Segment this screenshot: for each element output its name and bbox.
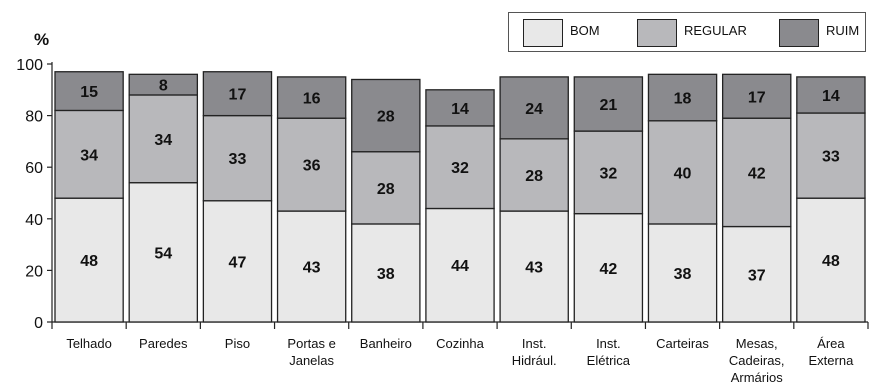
bar-ruim-9: [721, 73, 792, 119]
ylabel: %: [34, 30, 50, 49]
y-tick-label-100: 100: [16, 57, 43, 74]
data-label-ruim-0: 15: [80, 84, 98, 101]
data-label-regular-7: 32: [599, 165, 617, 182]
data-label-bom-2: 47: [229, 254, 247, 271]
x-category-label-10: Área Externa: [809, 336, 855, 368]
bar-regular-10: [796, 112, 866, 199]
x-category-label-5: Cozinha: [436, 336, 484, 351]
data-label-ruim-1: 8: [159, 78, 168, 95]
x-category-label-6: Inst. Hidrául.: [512, 336, 557, 368]
data-label-regular-4: 28: [377, 181, 395, 198]
data-label-bom-0: 48: [80, 253, 98, 270]
bar-regular-9: [721, 117, 792, 228]
bar-ruim-8: [647, 73, 718, 122]
data-label-bom-3: 43: [303, 260, 321, 277]
bar-bom-9: [721, 225, 792, 323]
data-label-ruim-10: 14: [822, 88, 840, 105]
x-category-label-3: Portas e Janelas: [287, 336, 335, 368]
data-label-regular-3: 36: [303, 158, 321, 175]
bar-ruim-4: [351, 78, 421, 153]
y-tick-label-20: 20: [25, 263, 43, 280]
x-category-label-7: Inst. Elétrica: [587, 336, 631, 368]
bar-regular-0: [54, 109, 124, 199]
bar-bom-1: [128, 182, 199, 323]
data-label-regular-9: 42: [748, 165, 766, 182]
x-category-label-8: Carteiras: [656, 336, 709, 351]
data-label-ruim-7: 21: [599, 97, 617, 114]
x-category-label-9: Mesas, Cadeiras, Armários: [729, 336, 785, 385]
bar-ruim-5: [425, 89, 495, 127]
bar-bom-10: [796, 197, 866, 323]
y-tick-label-0: 0: [34, 315, 43, 332]
legend: BOM REGULAR RUIM: [508, 12, 866, 52]
data-label-bom-9: 37: [748, 267, 766, 284]
y-tick-label-40: 40: [25, 212, 43, 229]
bar-bom-4: [351, 223, 421, 323]
x-category-label-1: Paredes: [139, 336, 188, 351]
legend-swatch-bom: [523, 19, 563, 47]
bar-regular-3: [276, 117, 347, 212]
bar-regular-5: [425, 125, 495, 210]
bar-regular-8: [647, 120, 718, 225]
bar-ruim-10: [796, 76, 866, 114]
bar-bom-0: [54, 197, 124, 323]
data-label-ruim-4: 28: [377, 109, 395, 126]
legend-label-regular: REGULAR: [684, 23, 747, 38]
bar-ruim-1: [128, 73, 199, 96]
data-label-ruim-5: 14: [451, 101, 469, 118]
bar-ruim-3: [276, 76, 347, 119]
legend-label-ruim: RUIM: [826, 23, 860, 38]
data-label-ruim-2: 17: [229, 87, 247, 104]
bar-bom-7: [573, 212, 644, 323]
bar-ruim-6: [499, 76, 569, 140]
x-category-label-2: Piso: [225, 336, 250, 351]
data-label-regular-5: 32: [451, 160, 469, 177]
bar-bom-3: [276, 210, 347, 323]
data-label-regular-8: 40: [674, 165, 692, 182]
data-label-bom-10: 48: [822, 253, 840, 270]
bar-bom-6: [499, 210, 569, 323]
y-tick-label-80: 80: [25, 109, 43, 126]
data-label-regular-6: 28: [525, 168, 543, 185]
data-label-regular-10: 33: [822, 149, 840, 166]
data-label-regular-2: 33: [229, 151, 247, 168]
legend-swatch-regular: [637, 19, 677, 47]
data-label-bom-8: 38: [674, 266, 692, 283]
data-label-bom-5: 44: [451, 258, 469, 275]
data-label-ruim-9: 17: [748, 89, 766, 106]
data-label-bom-7: 42: [599, 261, 617, 278]
x-category-label-0: Telhado: [66, 336, 112, 351]
data-label-ruim-3: 16: [303, 91, 321, 108]
bar-regular-6: [499, 138, 569, 212]
y-tick-label-60: 60: [25, 160, 43, 177]
bar-ruim-0: [54, 71, 124, 112]
data-label-bom-6: 43: [525, 260, 543, 277]
x-category-label-4: Banheiro: [360, 336, 412, 351]
bar-ruim-2: [202, 71, 273, 117]
bar-bom-5: [425, 207, 495, 323]
legend-label-bom: BOM: [570, 23, 600, 38]
bar-bom-8: [647, 223, 718, 323]
data-label-ruim-8: 18: [674, 91, 692, 108]
bar-ruim-7: [573, 76, 644, 132]
legend-swatch-ruim: [779, 19, 819, 47]
data-label-regular-0: 34: [80, 147, 98, 164]
bar-regular-1: [128, 94, 199, 184]
data-label-regular-1: 34: [154, 132, 172, 149]
data-label-bom-1: 54: [154, 245, 172, 262]
data-label-ruim-6: 24: [525, 101, 543, 118]
data-label-bom-4: 38: [377, 266, 395, 283]
